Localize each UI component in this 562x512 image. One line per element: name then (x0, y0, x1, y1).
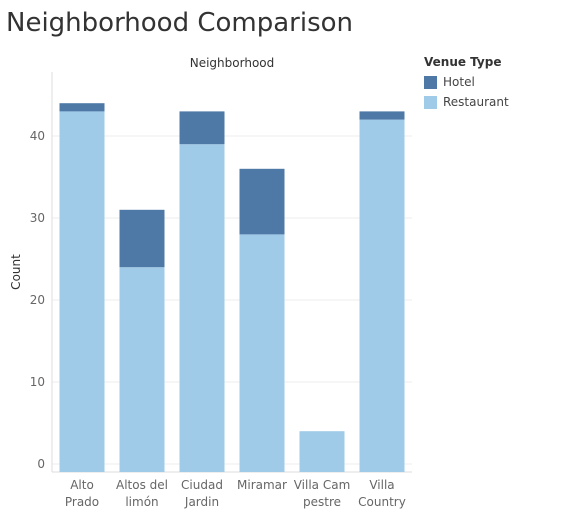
category-label-1-1: limón (125, 495, 158, 509)
category-label-0-1: Prado (65, 495, 99, 509)
y-tick-label-20: 20 (30, 293, 45, 307)
y-tick-label-0: 0 (37, 457, 45, 471)
category-label-4-0: Villa Cam (294, 478, 351, 492)
axis-labels: 0 10 20 30 40 Neighborhood Count Alto Prado Altos… (9, 56, 406, 509)
category-label-2-1: Jardin (184, 495, 219, 509)
legend-swatch-restaurant (424, 95, 437, 109)
y-tick-label-30: 30 (30, 211, 45, 225)
legend-label-hotel: Hotel (443, 75, 475, 89)
axes (51, 72, 412, 473)
bar-restaurant-3[interactable] (239, 234, 285, 472)
y-axis-title: Count (9, 254, 23, 290)
bar-hotel-1[interactable] (119, 209, 165, 268)
bar-hotel-5[interactable] (359, 111, 405, 120)
legend-title: Venue Type (424, 55, 502, 69)
legend-item-hotel[interactable]: Hotel (424, 72, 509, 92)
category-label-3-0: Miramar (237, 478, 287, 492)
category-label-5-1: Country (358, 495, 406, 509)
bar-hotel-0[interactable] (59, 103, 105, 112)
y-tick-label-40: 40 (30, 129, 45, 143)
bar-restaurant-5[interactable] (359, 119, 405, 472)
bar-hotel-2[interactable] (179, 111, 225, 145)
category-label-1-0: Altos del (116, 478, 168, 492)
page-title: Neighborhood Comparison (6, 8, 354, 38)
category-label-2-0: Ciudad (181, 478, 223, 492)
bar-restaurant-1[interactable] (119, 267, 165, 472)
y-tick-label-10: 10 (30, 375, 45, 389)
category-label-5-0: Villa (369, 478, 394, 492)
legend: Venue Type Hotel Restaurant (424, 55, 509, 112)
bar-restaurant-0[interactable] (59, 111, 105, 473)
category-label-4-1: pestre (303, 495, 341, 509)
column-header: Neighborhood (190, 56, 275, 70)
legend-swatch-hotel (424, 75, 437, 89)
legend-label-restaurant: Restaurant (443, 95, 509, 109)
bar-hotel-3[interactable] (239, 168, 285, 235)
bar-restaurant-2[interactable] (179, 144, 225, 472)
bars (59, 103, 405, 473)
category-label-0-0: Alto (70, 478, 94, 492)
bar-restaurant-4[interactable] (299, 431, 345, 472)
legend-item-restaurant[interactable]: Restaurant (424, 92, 509, 112)
grid-lines (52, 135, 412, 465)
